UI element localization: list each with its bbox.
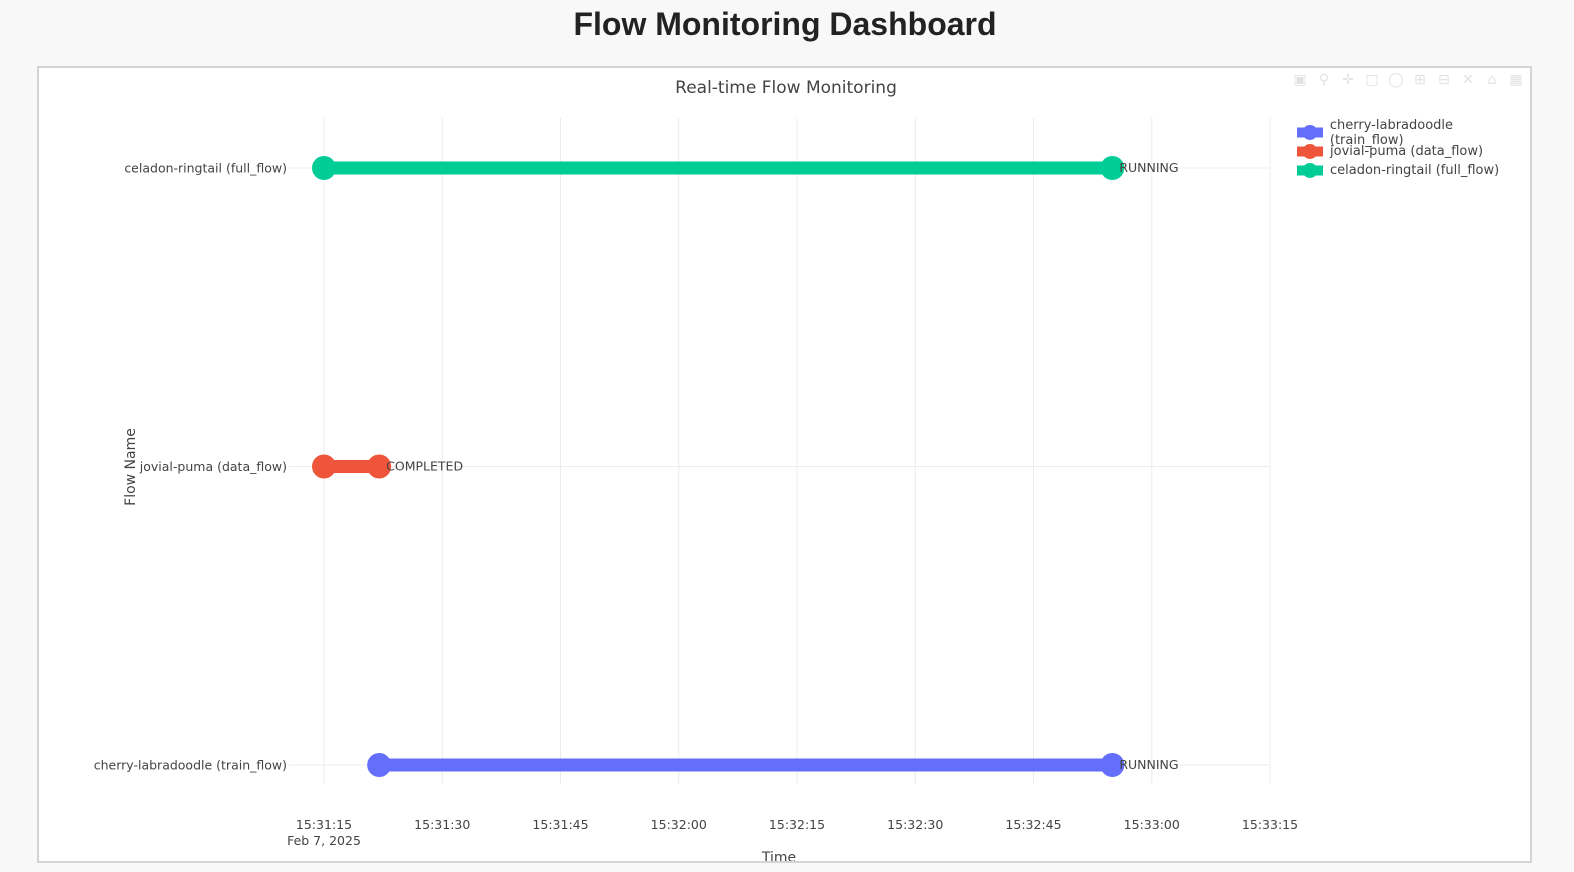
y-tick-label: jovial-puma (data_flow) [139, 459, 287, 474]
x-tick-label: 15:33:00 [1124, 817, 1180, 832]
chart-title: Real-time Flow Monitoring [675, 78, 897, 98]
y-tick-label: celadon-ringtail (full_flow) [124, 161, 287, 176]
flow-status-label: COMPLETED [386, 459, 463, 474]
legend-swatch [1297, 125, 1323, 140]
legend-swatch-marker [1302, 144, 1318, 159]
legend-swatch [1297, 144, 1323, 159]
legend-item[interactable]: cherry-labradoodle (train_flow) [1295, 118, 1530, 148]
flow-end-marker [1100, 753, 1125, 777]
x-tick-label: 15:31:30 [414, 817, 470, 832]
box-select-icon[interactable]: □ [1365, 72, 1379, 88]
camera-icon[interactable]: ▣ [1293, 72, 1307, 88]
x-axis-title: Time [761, 850, 796, 861]
x-tick-label: 15:31:45 [532, 817, 588, 832]
x-tick-label: 15:32:15 [769, 817, 825, 832]
flow-status-label: RUNNING [1119, 757, 1178, 772]
flow-start-marker [312, 454, 336, 479]
y-tick-label: cherry-labradoodle (train_flow) [94, 758, 287, 773]
zoom-in-icon[interactable]: ⊞ [1414, 72, 1426, 88]
flow-status-label: RUNNING [1119, 160, 1178, 175]
flow-start-marker [312, 156, 336, 180]
chart-container: ▣ ⚲ ✛ □ ◯ ⊞ ⊟ ✕ ⌂ ▦ Real-time Flow Monit… [37, 66, 1532, 863]
zoom-out-icon[interactable]: ⊟ [1438, 72, 1450, 88]
timeline-chart: Real-time Flow Monitoring 15:31:15 15:31:3… [94, 78, 1298, 861]
x-tick-label: 15:32:00 [651, 817, 707, 832]
autoscale-icon[interactable]: ✕ [1462, 72, 1474, 88]
page-title: Flow Monitoring Dashboard [573, 6, 997, 42]
zoom-icon[interactable]: ⚲ [1318, 72, 1330, 88]
plotly-logo-icon[interactable]: ▦ [1509, 72, 1523, 88]
legend-label: celadon-ringtail (full_flow) [1330, 163, 1500, 178]
pan-icon[interactable]: ✛ [1342, 72, 1354, 88]
legend-item[interactable]: celadon-ringtail (full_flow) [1295, 161, 1530, 180]
lasso-icon[interactable]: ◯ [1388, 72, 1404, 88]
flow-start-marker [367, 753, 392, 777]
legend-swatch [1297, 163, 1323, 178]
x-tick-label: 15:32:30 [887, 817, 943, 832]
flow-end-marker [367, 454, 392, 479]
x-tick-date-label: Feb 7, 2025 [287, 833, 361, 848]
legend-swatch-marker [1302, 125, 1318, 140]
plot-toolbar[interactable]: ▣ ⚲ ✛ □ ◯ ⊞ ⊟ ✕ ⌂ ▦ [1292, 72, 1524, 88]
x-tick-label: 15:33:15 [1242, 817, 1298, 832]
legend-label: jovial-puma (data_flow) [1330, 144, 1484, 159]
legend-label: cherry-labradoodle (train_flow) [1329, 117, 1454, 148]
flow-end-marker [1100, 156, 1125, 180]
reset-axes-icon[interactable]: ⌂ [1487, 72, 1497, 88]
chart-legend[interactable]: cherry-labradoodle (train_flow) jovial-pu… [1295, 118, 1530, 180]
x-tick-label: 15:31:15 [296, 817, 352, 832]
x-tick-label: 15:32:45 [1005, 817, 1061, 832]
legend-item[interactable]: jovial-puma (data_flow) [1295, 142, 1530, 161]
legend-swatch-marker [1302, 163, 1318, 178]
y-axis-title: Flow Name [123, 428, 139, 506]
